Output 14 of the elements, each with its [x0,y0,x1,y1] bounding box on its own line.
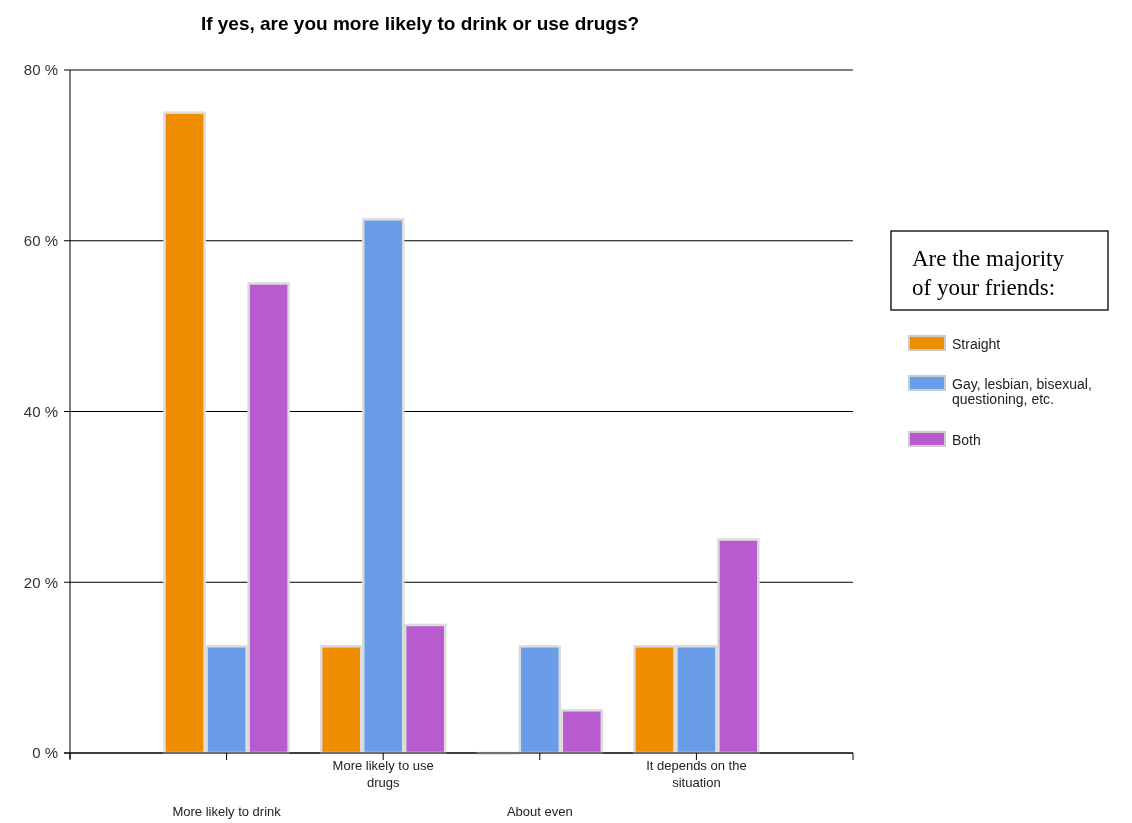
x-tick-label: About even [506,804,573,819]
legend-label: Both [952,432,981,448]
legend-label: Straight [952,336,1001,352]
chart-title: If yes, are you more likely to drink or use drugs? [200,13,640,34]
legend-label: Gay, lesbian, bisexual, questioning, etc. [952,376,1092,407]
y-tick-label: 20 % [23,573,58,591]
legend-title: Are the majority of your friends: [912,246,1065,300]
y-tick-label: 40 % [23,402,58,420]
x-tick-label: It depends on the situation [646,758,747,790]
y-tick-label: 0 % [32,744,58,762]
y-tick-label: 60 % [23,232,58,249]
x-tick-label: More likely to drink [172,804,282,819]
x-tick-label: More likely to use drugs [332,758,434,790]
y-tick-label: 80 % [23,61,58,79]
